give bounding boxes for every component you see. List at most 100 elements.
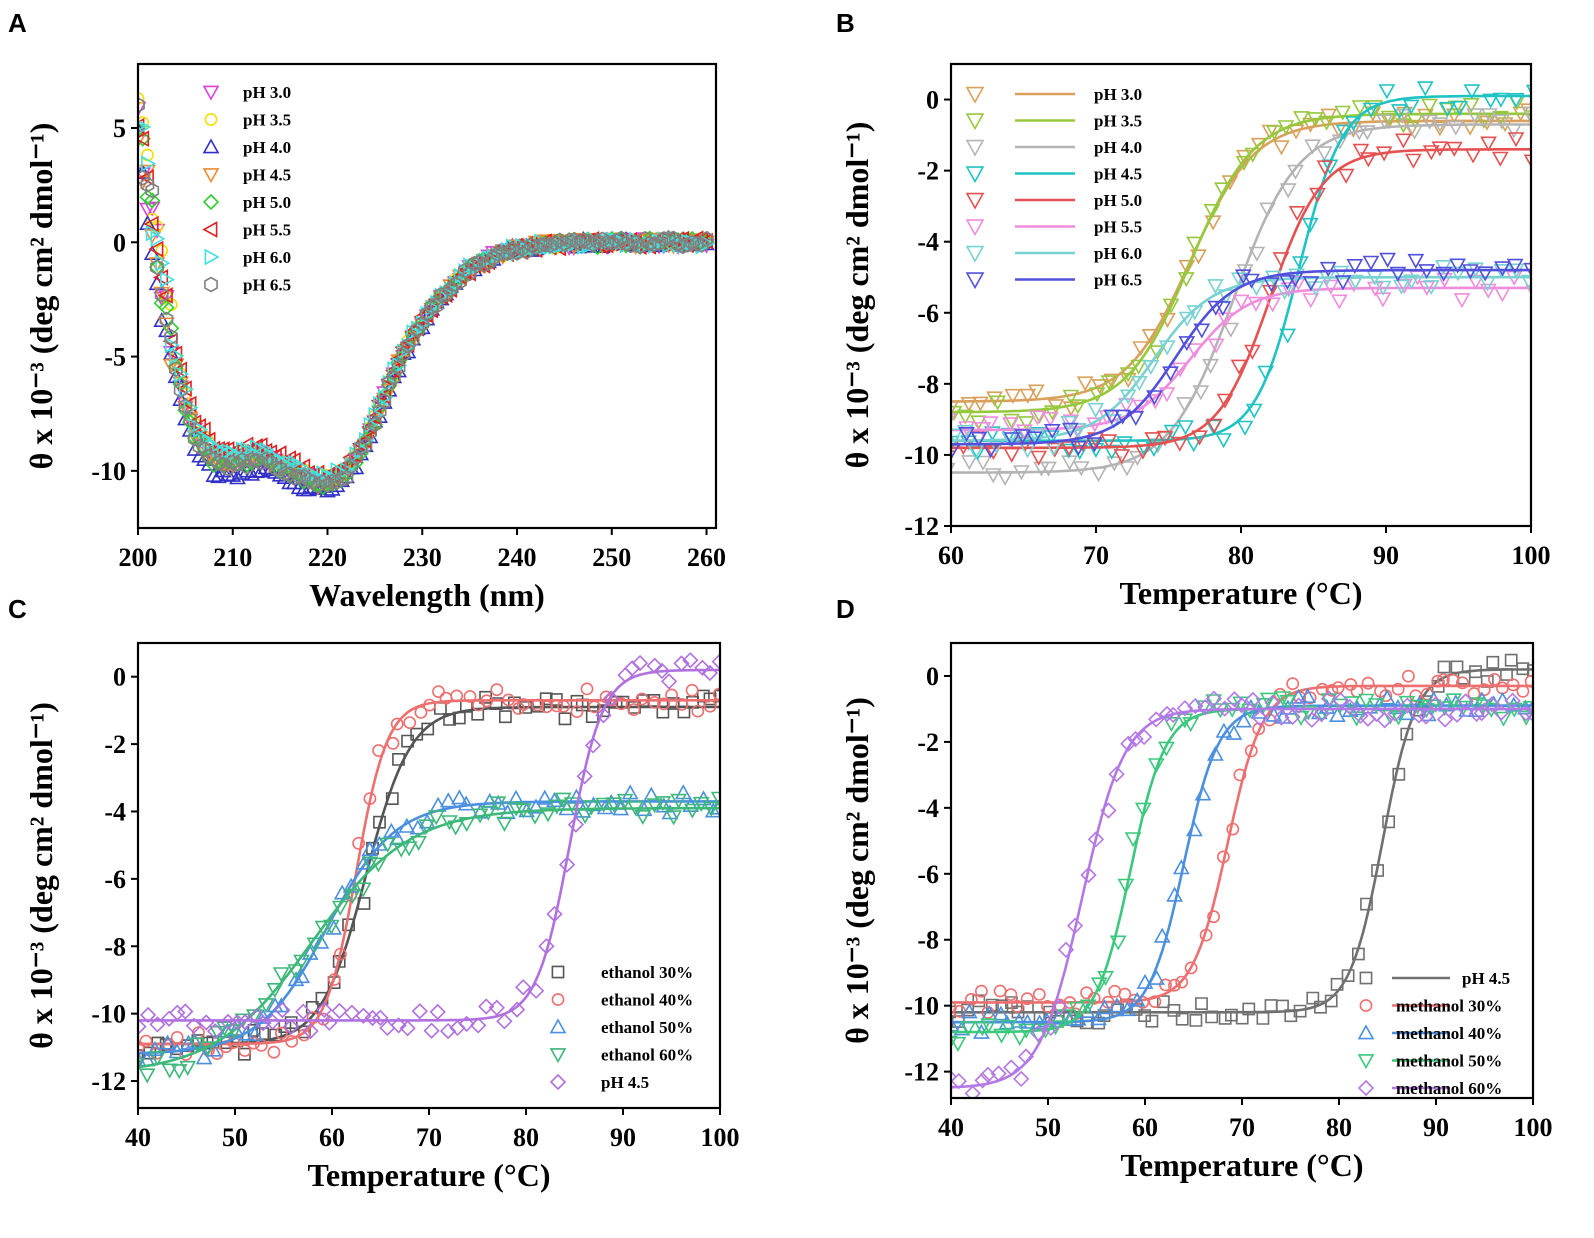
panel-d-ytick-label: 0 — [926, 662, 939, 691]
panel-d-point — [1456, 676, 1469, 690]
panel-b-point — [1070, 440, 1087, 456]
panel-c-point — [471, 808, 489, 824]
panel-b-point — [1462, 98, 1480, 114]
panel-a-point — [666, 230, 681, 247]
panel-b-point — [1041, 412, 1059, 428]
panel-b-point — [951, 400, 960, 416]
panel-b-point — [1127, 411, 1145, 427]
panel-c-point — [366, 841, 379, 855]
panel-b-point — [1315, 146, 1333, 162]
panel-b-point — [1507, 132, 1525, 148]
panel-d-point — [1165, 706, 1182, 724]
panel-b-xtick-label: 100 — [1512, 541, 1551, 570]
panel-b-point — [974, 455, 992, 471]
panel-c-point — [646, 657, 663, 674]
panel-c-point — [331, 900, 349, 916]
panel-a-legend-marker — [202, 85, 220, 101]
panel-c-point — [327, 976, 341, 989]
panel-a-point — [169, 347, 185, 365]
panel-b-point — [1380, 110, 1398, 126]
panel-a-point — [216, 456, 231, 473]
panel-c-point — [458, 817, 476, 833]
panel-c-point — [595, 797, 613, 813]
panel-c-point — [169, 1004, 186, 1021]
panel-b-point — [1192, 385, 1210, 401]
panel-d-point — [1225, 724, 1243, 740]
panel-b-point — [1435, 266, 1453, 282]
panel-b-point — [1520, 274, 1531, 290]
panel-c-point — [352, 836, 365, 850]
panel-a-point — [500, 245, 515, 262]
panel-c-ytick-label: -4 — [104, 797, 126, 826]
panel-b-point — [1250, 137, 1268, 153]
panel-d-point — [1290, 697, 1307, 714]
panel-c-point — [410, 835, 427, 851]
panel-d-point — [1057, 941, 1075, 958]
panel-b-point — [981, 416, 999, 432]
panel-c-point — [515, 803, 532, 819]
panel-c-point — [266, 983, 284, 999]
panel-c-point — [631, 654, 649, 672]
panel-d-legend-label: methanol 30% — [1396, 997, 1502, 1016]
panel-c-point — [657, 697, 670, 711]
panel-c-point — [363, 792, 377, 805]
panel-b-point — [1259, 202, 1276, 218]
panel-d-point — [964, 1085, 981, 1098]
panel-c-y-axis-title: θ x 10⁻³ (deg cm² dmol⁻¹) — [23, 702, 59, 1049]
panel-a-point — [139, 188, 156, 206]
panel-c-point — [246, 1025, 264, 1041]
panel-c-point — [390, 717, 404, 731]
panel-c-point — [247, 1036, 261, 1050]
panel-d-point — [1066, 917, 1084, 934]
panel-d-point — [1147, 758, 1165, 774]
panel-b-point — [1279, 275, 1296, 291]
panel-c-point — [423, 1022, 440, 1039]
panel-d-point — [1325, 684, 1339, 697]
panel-d-point — [1011, 1005, 1025, 1019]
panel-b-point — [1393, 279, 1410, 295]
panel-c-point — [302, 1022, 319, 1040]
panel-a-point — [138, 133, 147, 149]
panel-d-series-4 — [951, 690, 1533, 1098]
panel-d-point — [1320, 693, 1338, 709]
panel-a-xtick-label: 240 — [498, 543, 537, 572]
panel-c-point — [488, 999, 505, 1016]
panel-d-point — [1068, 1001, 1086, 1017]
panel-b-point — [1191, 430, 1208, 446]
panel-d-point — [1504, 653, 1518, 667]
panel-a-series-1 — [138, 92, 713, 489]
panel-b-point — [1244, 344, 1261, 360]
panel-c-point — [139, 1006, 157, 1024]
panel-b-point — [1203, 204, 1221, 220]
panel-d-point — [1483, 696, 1501, 713]
panel-d-point — [1273, 709, 1290, 726]
panel-d-point — [1032, 988, 1046, 1001]
panel-a-point — [538, 236, 553, 253]
panel-b-point — [1379, 252, 1396, 268]
panel-b-legend-marker — [965, 166, 985, 184]
panel-d-legend-marker — [1357, 1024, 1375, 1040]
panel-d-point — [1168, 978, 1181, 992]
panel-c-point — [471, 707, 485, 721]
panel-b-point — [1030, 450, 1048, 466]
panel-b-y-axis-title: θ x 10⁻³ (deg cm² dmol⁻¹) — [839, 122, 875, 469]
panel-c-point — [188, 1037, 206, 1053]
panel-b-point — [1146, 394, 1164, 410]
panel-b-point — [1222, 322, 1240, 338]
panel-d-point — [1477, 683, 1491, 697]
panel-a-series-7 — [138, 97, 714, 494]
panel-b-point — [1418, 280, 1436, 296]
panel-b-point — [1302, 276, 1320, 292]
panel-b-point — [1506, 258, 1524, 274]
panel-b-point — [1302, 117, 1319, 133]
panel-c-legend-marker — [551, 993, 565, 1006]
panel-a-xtick-label: 260 — [687, 543, 726, 572]
panel-b-point — [1494, 287, 1511, 303]
panel-b-legend-label: pH 6.5 — [1094, 271, 1142, 290]
panel-c-point — [177, 1003, 194, 1020]
panel-a-point — [657, 230, 671, 247]
panel-c-point — [576, 809, 594, 825]
panel-d-point — [1176, 700, 1194, 717]
panel-c-point — [665, 688, 678, 702]
panel-c-point — [403, 716, 417, 729]
